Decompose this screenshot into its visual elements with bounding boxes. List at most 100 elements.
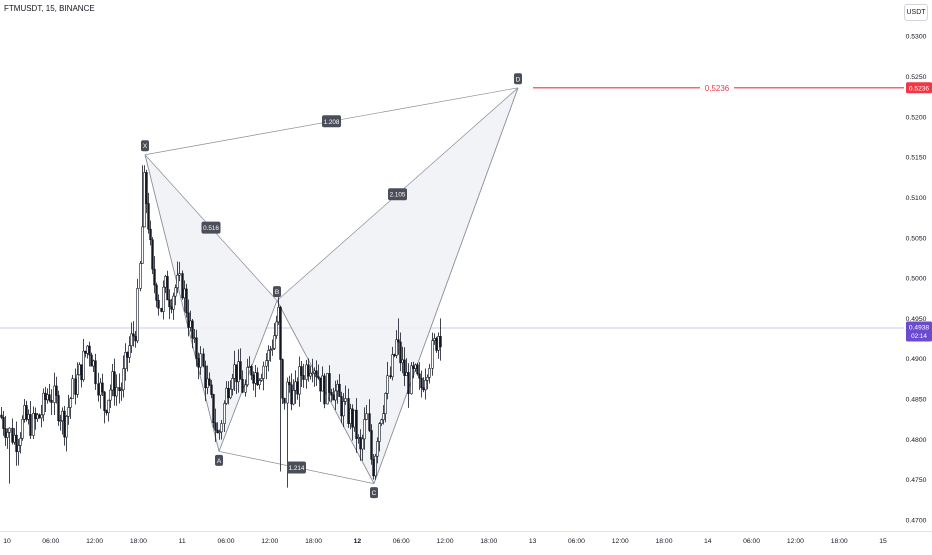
bar-countdown: 02:14 (911, 333, 927, 340)
candle-body (374, 455, 377, 477)
candle-body (23, 405, 26, 420)
candle-body (82, 350, 85, 381)
candle-body (277, 306, 280, 323)
candle-body (351, 408, 354, 428)
price-tick-label: 0.5150 (906, 155, 927, 162)
candle-body (256, 372, 259, 386)
candle-body (262, 365, 265, 379)
candle-body (271, 348, 274, 350)
time-tick-label: 12:00 (612, 538, 629, 545)
candle-body (172, 295, 175, 310)
candle-body (2, 417, 5, 429)
candle-body (174, 287, 177, 297)
candle-body (34, 413, 37, 420)
candle-body (86, 345, 89, 354)
candle-body (235, 364, 238, 383)
candle-body (32, 413, 35, 436)
candle-body (407, 372, 410, 395)
candle-body (151, 239, 154, 270)
candles (0, 165, 442, 488)
price-axis[interactable]: 0.5300 0.5250 0.5200 0.5150 0.5100 0.5050 0.50… (906, 34, 927, 525)
candle-body (57, 395, 60, 422)
candle-body (122, 368, 125, 391)
currency-button[interactable]: USDT (904, 4, 928, 21)
candle-body (134, 335, 137, 342)
candle-body (437, 336, 440, 351)
candle-body (124, 352, 127, 370)
candle-body (90, 354, 93, 367)
candle-body (153, 268, 156, 286)
time-tick-label: 18:00 (305, 538, 322, 545)
candle-body (334, 390, 337, 401)
candle-body (8, 427, 11, 433)
candle-body (426, 376, 429, 381)
candle-body (53, 385, 56, 403)
time-tick-label: 14 (704, 538, 712, 545)
candle-body (40, 414, 43, 419)
target-line-group[interactable]: 0.5236 (533, 81, 904, 94)
pattern-leg-cd (373, 87, 519, 484)
candle-body (410, 365, 413, 395)
candle-body (300, 366, 303, 376)
candle-body (130, 333, 133, 347)
pattern-point-badge (514, 73, 522, 85)
candle-body (13, 434, 16, 443)
ratio-badge (287, 461, 306, 474)
candle-body (176, 274, 179, 289)
candle-body (111, 371, 114, 391)
candle-body (439, 336, 442, 348)
candle-body (206, 378, 209, 389)
pattern-point-label: D (516, 76, 521, 83)
candle-body (380, 419, 383, 424)
candle-body (88, 345, 91, 356)
candle-body (143, 172, 146, 228)
candle-body (218, 431, 221, 434)
pattern-leg-xa (144, 154, 220, 452)
candle-body (424, 380, 427, 391)
time-tick-label: 18:00 (831, 538, 848, 545)
candle-body (15, 434, 18, 452)
candle-body (101, 382, 104, 393)
ratio-label: 1.214 (289, 465, 305, 472)
price-tick-label: 0.5200 (906, 114, 927, 121)
candle-body (94, 360, 97, 385)
candle-body (250, 366, 253, 376)
pattern-point-label: C (372, 490, 377, 497)
candle-body (132, 333, 135, 337)
candle-body (288, 381, 291, 386)
candle-body (67, 407, 70, 417)
price-tick-label: 0.4850 (906, 396, 927, 403)
candle-body (193, 337, 196, 340)
candle-body (27, 414, 30, 420)
candle-body (164, 276, 167, 288)
candle-body (433, 338, 436, 341)
time-tick-label: 18:00 (480, 538, 497, 545)
candle-body (328, 373, 331, 393)
time-tick-label: 18:00 (655, 538, 672, 545)
pattern-point-badge (141, 140, 149, 152)
candle-body (391, 354, 394, 378)
time-tick-label: 11 (179, 538, 186, 545)
candle-body (422, 387, 425, 391)
candle-body (386, 375, 389, 394)
time-axis[interactable]: 10 06:00 12:00 18:00 11 06:00 12:00 18:00 12 06:0… (3, 538, 887, 545)
candle-body (220, 423, 223, 433)
candle-body (244, 384, 247, 393)
candle-body (359, 437, 362, 450)
price-tick-label: 0.5250 (906, 74, 927, 81)
candle-body (168, 299, 171, 308)
candle-body (80, 364, 83, 381)
candle-body (355, 409, 358, 439)
candle-body (372, 458, 375, 477)
candle-body (267, 350, 270, 361)
candle-body (313, 370, 316, 374)
candle-body (65, 416, 68, 438)
candle-body (283, 397, 286, 404)
candle-body (19, 437, 22, 446)
candle-body (55, 385, 58, 396)
candle-body (181, 273, 184, 299)
candle-body (42, 392, 45, 416)
ratio-label: 0.516 (203, 225, 219, 232)
pattern-point-badge (273, 286, 281, 298)
